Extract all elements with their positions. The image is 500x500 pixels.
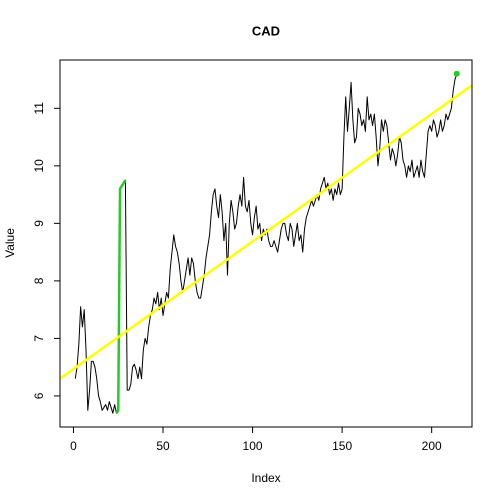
series-line <box>60 84 472 380</box>
point <box>453 70 460 77</box>
y-axis-label: Value <box>3 228 17 258</box>
x-tick-label: 100 <box>243 439 263 453</box>
x-tick-label: 0 <box>70 439 77 453</box>
plot-area <box>60 70 472 414</box>
series-line <box>115 179 127 414</box>
y-tick-label: 11 <box>32 102 46 115</box>
y-tick-label: 9 <box>32 220 46 227</box>
y-tick-label: 7 <box>32 335 46 342</box>
x-tick-label: 150 <box>332 439 352 453</box>
x-tick-label: 50 <box>156 439 170 453</box>
y-tick-label: 8 <box>32 277 46 284</box>
x-tick-label: 200 <box>422 439 442 453</box>
plot-box <box>59 59 473 428</box>
x-axis-label: Index <box>251 471 280 485</box>
y-tick-label: 10 <box>32 159 46 173</box>
chart-title: CAD <box>252 23 280 38</box>
y-tick-label: 6 <box>32 392 46 399</box>
